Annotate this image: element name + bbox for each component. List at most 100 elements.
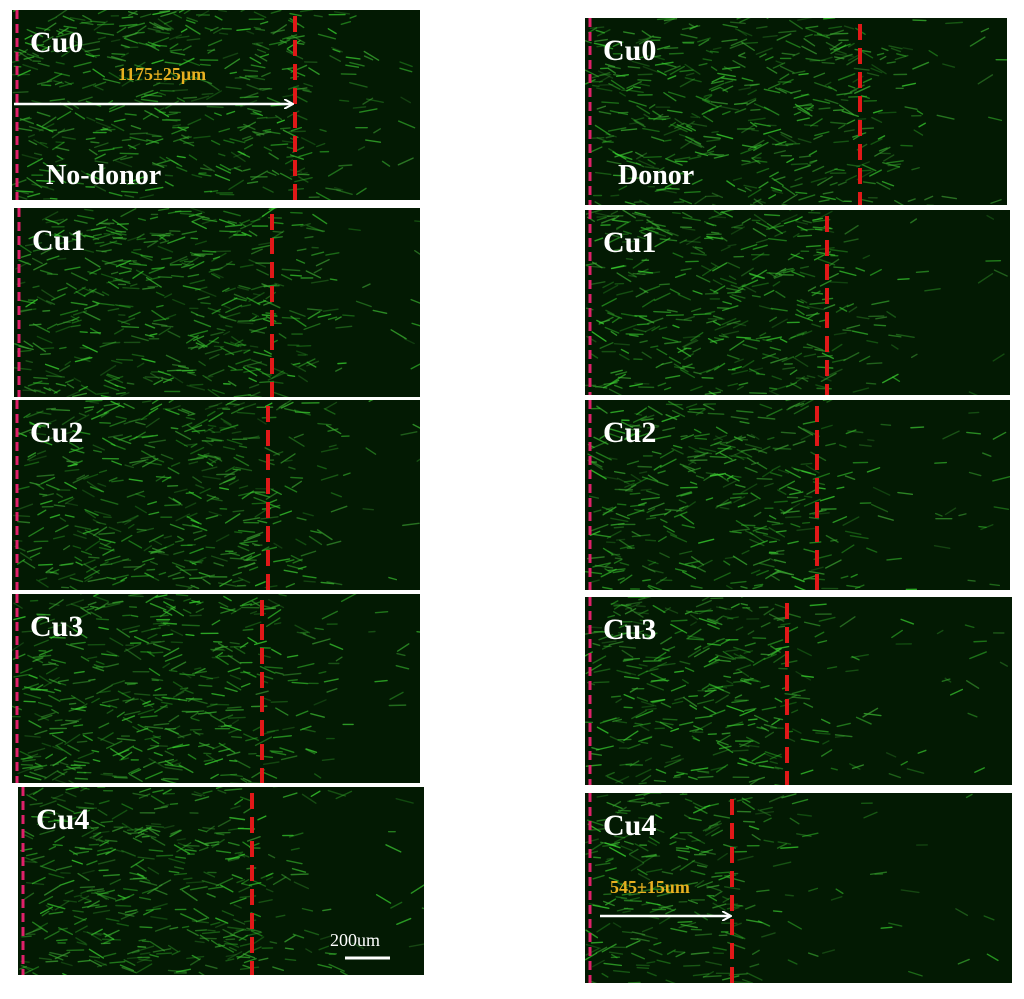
- cell: [180, 28, 188, 33]
- cell: [13, 616, 26, 621]
- cell: [157, 245, 174, 253]
- cell: [55, 146, 70, 152]
- cell: [246, 531, 264, 540]
- cell: [595, 745, 614, 751]
- cell: [210, 773, 219, 780]
- cell: [651, 136, 665, 142]
- cell: [206, 461, 214, 467]
- cell: [674, 118, 684, 125]
- cell: [26, 410, 44, 418]
- cell: [72, 310, 88, 316]
- cell: [135, 421, 146, 426]
- cell: [251, 248, 263, 255]
- cell: [663, 510, 672, 516]
- cell: [29, 771, 47, 779]
- cell: [41, 712, 56, 718]
- cell: [42, 663, 57, 666]
- cell: [223, 139, 235, 144]
- cell: [613, 384, 623, 389]
- cell: [286, 155, 295, 158]
- cell: [49, 602, 60, 606]
- cell: [228, 179, 244, 191]
- cell: [731, 369, 749, 375]
- cell: [148, 849, 164, 852]
- cell: [304, 236, 314, 239]
- cell: [84, 802, 95, 805]
- cell: [694, 609, 713, 613]
- cell: [631, 531, 641, 537]
- cell: [69, 585, 78, 590]
- cell: [245, 621, 262, 629]
- cell: [637, 465, 653, 468]
- cell: [225, 953, 237, 958]
- cell: [664, 65, 681, 73]
- cell: [973, 640, 988, 643]
- cell: [810, 210, 815, 212]
- cell: [735, 484, 746, 488]
- cell: [660, 743, 673, 748]
- cell: [161, 257, 172, 260]
- cell: [737, 52, 746, 57]
- cell: [713, 210, 722, 216]
- cell: [967, 579, 976, 582]
- panel-background: [585, 597, 1012, 785]
- cell: [365, 139, 382, 143]
- cell: [73, 356, 91, 363]
- cell: [28, 720, 42, 728]
- cell: [721, 38, 738, 43]
- cell: [102, 437, 116, 447]
- cell: [674, 773, 685, 777]
- cell: [638, 35, 655, 45]
- cell: [80, 787, 90, 790]
- cell: [676, 347, 692, 357]
- cell: [218, 218, 235, 226]
- cell: [813, 134, 823, 140]
- cell: [275, 914, 286, 918]
- cell: [77, 895, 90, 903]
- cell: [26, 177, 43, 189]
- cell: [220, 315, 237, 322]
- cell: [737, 762, 748, 767]
- cell: [725, 435, 743, 445]
- cell: [64, 266, 81, 271]
- cell: [594, 237, 604, 242]
- cell: [270, 10, 282, 14]
- cell: [40, 247, 53, 255]
- cell: [608, 457, 618, 460]
- cell: [636, 966, 650, 970]
- cell: [175, 687, 189, 696]
- cell: [222, 934, 236, 939]
- cell: [284, 485, 298, 493]
- cell: [657, 382, 667, 387]
- cell: [115, 904, 132, 907]
- cell: [241, 882, 253, 887]
- cell: [605, 898, 617, 906]
- cell: [144, 725, 164, 730]
- cell: [585, 850, 599, 855]
- cell: [233, 167, 243, 172]
- cell: [121, 534, 133, 542]
- cell: [680, 514, 695, 525]
- cell: [206, 495, 216, 502]
- cell: [944, 507, 957, 516]
- cell: [668, 400, 684, 410]
- cell: [738, 757, 747, 761]
- cell: [708, 82, 725, 91]
- cell: [772, 861, 792, 867]
- cell: [640, 496, 660, 501]
- cell: [150, 823, 162, 826]
- cell: [204, 348, 223, 355]
- cell: [36, 613, 51, 616]
- cell: [310, 790, 321, 797]
- cell: [129, 629, 138, 633]
- cell: [267, 853, 276, 859]
- cell: [238, 150, 246, 156]
- cell: [668, 356, 682, 364]
- cell: [84, 408, 94, 413]
- cell: [819, 279, 832, 287]
- cell: [208, 458, 219, 466]
- cell: [145, 461, 162, 466]
- cell: [790, 183, 803, 188]
- cell: [668, 52, 684, 55]
- cell: [749, 778, 760, 785]
